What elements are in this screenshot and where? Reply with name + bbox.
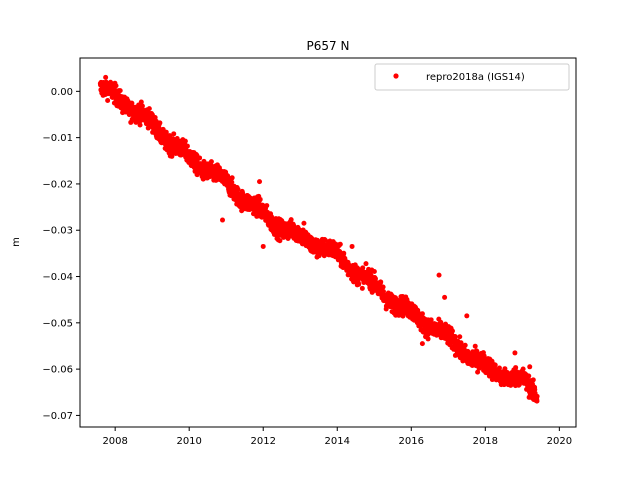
data-point xyxy=(137,122,143,128)
data-point xyxy=(264,203,270,209)
data-point xyxy=(103,74,109,80)
data-point xyxy=(526,373,532,379)
data-point xyxy=(117,88,123,94)
data-point xyxy=(372,276,378,282)
x-tick-label: 2008 xyxy=(102,436,127,447)
data-point-outlier xyxy=(349,243,355,249)
data-point xyxy=(380,284,386,290)
data-point-outlier xyxy=(220,217,226,223)
data-point xyxy=(534,398,540,404)
x-tick-label: 2018 xyxy=(473,436,498,447)
data-point xyxy=(184,143,190,149)
chart-title: P657 N xyxy=(307,39,350,53)
data-point xyxy=(462,342,468,348)
data-point xyxy=(363,261,369,267)
data-point xyxy=(458,342,464,348)
data-point xyxy=(229,179,235,185)
data-point xyxy=(182,138,188,144)
data-point xyxy=(520,366,526,372)
y-tick-label: −0.01 xyxy=(42,133,73,144)
y-tick-label: −0.03 xyxy=(42,226,73,237)
plot-frame xyxy=(79,57,577,428)
data-point-outlier xyxy=(442,294,448,300)
y-tick-label: −0.06 xyxy=(42,365,73,376)
data-point xyxy=(360,265,366,271)
data-point xyxy=(457,334,463,340)
data-point xyxy=(452,333,458,339)
x-axis: 2008 2010 2012 2014 2016 2018 2020 xyxy=(102,427,572,447)
data-point xyxy=(513,365,519,371)
data-point-outlier xyxy=(436,272,442,278)
data-point xyxy=(378,279,384,285)
y-tick-label: −0.05 xyxy=(42,318,73,329)
data-point xyxy=(428,317,434,323)
data-point xyxy=(341,250,347,256)
x-tick-label: 2016 xyxy=(399,436,424,447)
data-point xyxy=(475,369,481,375)
data-point xyxy=(146,106,152,112)
data-points xyxy=(97,74,540,404)
data-point xyxy=(208,159,214,165)
data-point xyxy=(105,98,111,103)
data-point-outlier xyxy=(390,296,396,302)
data-point-outlier xyxy=(257,179,263,185)
legend-label: repro2018a (IGS14) xyxy=(426,72,525,83)
data-point xyxy=(235,186,241,192)
data-point-outlier xyxy=(527,364,533,370)
x-tick-label: 2012 xyxy=(250,436,275,447)
x-tick-label: 2010 xyxy=(176,436,201,447)
data-point xyxy=(157,120,163,126)
data-point-outlier xyxy=(260,243,266,249)
data-point xyxy=(337,241,343,247)
data-point xyxy=(359,285,365,291)
data-point xyxy=(474,348,480,354)
data-point xyxy=(129,100,135,106)
data-point xyxy=(496,365,502,371)
y-tick-label: 0.00 xyxy=(51,87,73,98)
x-tick-label: 2014 xyxy=(325,436,350,447)
legend-marker xyxy=(393,73,399,79)
data-point xyxy=(492,362,498,368)
data-point xyxy=(169,153,175,159)
data-point xyxy=(277,238,283,244)
data-point xyxy=(139,103,145,109)
y-axis: 0.00 −0.01 −0.02 −0.03 −0.04 −0.05 −0.06 −0.07 xyxy=(42,87,80,422)
data-point xyxy=(449,328,455,334)
data-point xyxy=(425,336,431,342)
data-point xyxy=(113,83,119,89)
data-point xyxy=(229,175,235,181)
data-point xyxy=(419,311,425,317)
data-point xyxy=(534,393,540,399)
data-point xyxy=(530,377,536,383)
data-point-outlier xyxy=(419,341,425,347)
y-tick-label: −0.02 xyxy=(42,179,73,190)
data-point xyxy=(472,343,478,349)
data-point xyxy=(371,269,377,275)
data-point xyxy=(194,172,200,178)
data-point xyxy=(138,99,144,105)
data-point xyxy=(171,131,177,137)
data-point-outlier xyxy=(512,350,518,356)
data-point-outlier xyxy=(301,220,307,226)
data-point-outlier xyxy=(464,313,470,319)
legend-box xyxy=(374,63,570,91)
data-point xyxy=(356,281,362,287)
y-tick-label: −0.04 xyxy=(42,272,73,283)
y-tick-label: −0.07 xyxy=(42,411,73,422)
data-point xyxy=(288,217,294,223)
x-tick-label: 2020 xyxy=(547,436,572,447)
data-point xyxy=(197,155,203,161)
y-axis-label: m xyxy=(11,237,22,247)
data-point xyxy=(257,196,263,202)
legend: repro2018a (IGS14) xyxy=(374,63,570,91)
